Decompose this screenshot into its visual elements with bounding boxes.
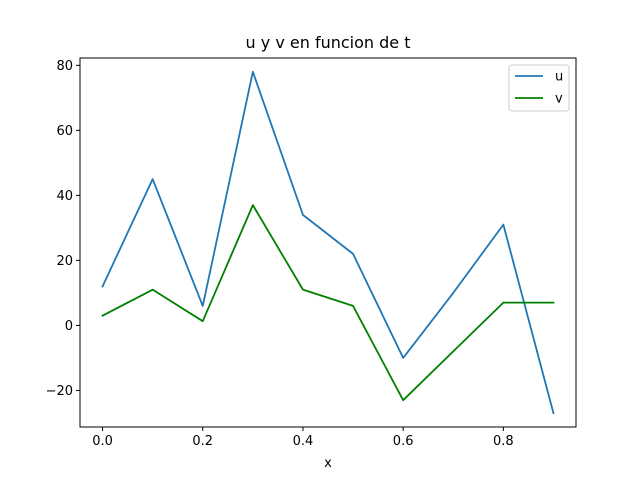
x-tick-label: 0.6 [393,434,414,449]
y-tick-label: 60 [56,124,73,139]
y-tick-label: 0 [65,319,73,334]
x-tick-label: 0.4 [293,434,314,449]
x-tick-label: 0.2 [192,434,213,449]
plot-frame [79,57,577,428]
series-line-v [101,204,555,402]
plot-area: 0.0 0.2 0.4 0.6 0.8 −20 0 20 40 60 80 [46,57,577,449]
y-tick-label: 80 [56,59,73,74]
y-tick-label: −20 [46,384,73,399]
y-tick-label: 40 [56,189,73,204]
x-tick-label: 0.8 [493,434,514,449]
chart-title: u y v en funcion de t [246,33,411,52]
legend: uv [508,64,570,112]
x-axis-label: x [324,456,332,471]
x-tick-label: 0.0 [92,434,113,449]
legend-label-v: v [555,92,563,107]
y-tick-label: 20 [56,254,73,269]
series-line-u [101,70,555,415]
legend-label-u: u [555,70,563,85]
